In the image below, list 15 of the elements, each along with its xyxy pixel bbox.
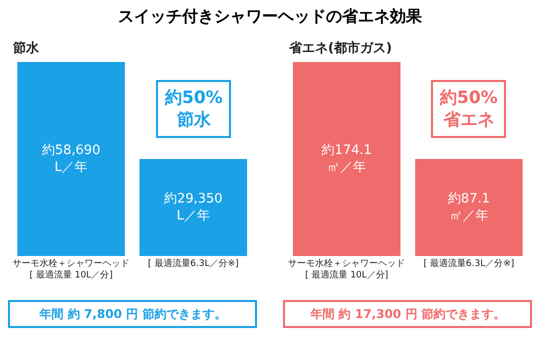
chart-title: スイッチ付きシャワーヘッドの省エネ効果 — [118, 6, 423, 26]
text: 年間 約 7,800 円 節約できます。 — [38, 307, 226, 321]
chart-subtitle: 節水 — [12, 41, 40, 56]
x-tick-label: [ 最適流量6.3L／分※] — [424, 258, 514, 269]
annotation: 約50% 省エネ — [439, 88, 498, 130]
data-label: 約87.1 ㎡／年 — [448, 192, 490, 224]
data-label: 約58,690 L／年 — [42, 143, 100, 175]
x-tick-label: [ 最適流量6.3L／分※] — [148, 258, 239, 269]
chart-subtitle: 省エネ(都市ガス) — [288, 40, 392, 56]
data-label: 約174.1 ㎡／年 — [322, 143, 372, 175]
data-label: 約29,350 L／年 — [164, 192, 223, 224]
x-tick-label: サーモ水栓＋シャワーヘッド [ 最適流量 10L／分] — [288, 258, 406, 281]
text: 年間 約 17,300 円 節約できます。 — [309, 307, 506, 321]
x-tick-label: サーモ水栓＋シャワーヘッド [ 最適流量 10L／分] — [12, 258, 130, 281]
annotation: 約50% 節水 — [164, 88, 223, 130]
